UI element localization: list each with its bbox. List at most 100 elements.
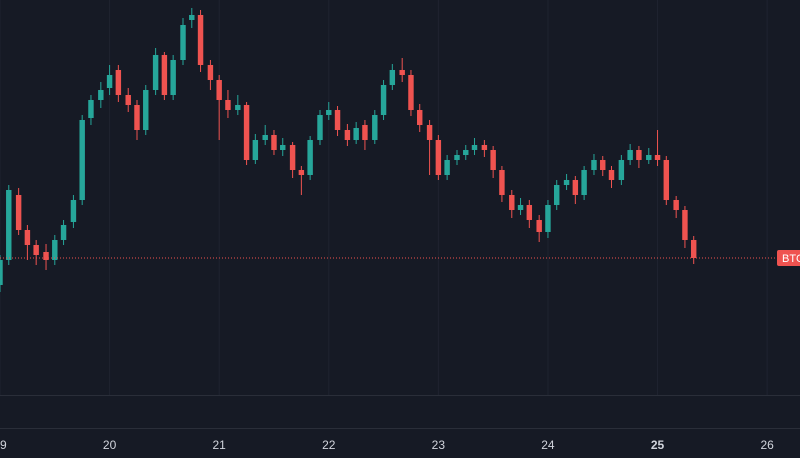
candle-body	[600, 160, 606, 170]
candle-body	[280, 145, 286, 150]
candle	[636, 146, 642, 168]
candle-body	[243, 105, 250, 160]
candle	[417, 104, 423, 132]
candle-body	[499, 170, 505, 195]
candle	[517, 198, 524, 215]
candle	[289, 142, 296, 178]
candle-body	[225, 100, 231, 110]
candle	[70, 195, 77, 228]
candle-body	[572, 180, 579, 195]
x-tick-label: 20	[103, 438, 117, 452]
candle	[399, 58, 405, 82]
candle-body	[334, 110, 341, 130]
candle-body	[362, 125, 368, 140]
candle	[435, 135, 442, 180]
candle	[88, 95, 94, 125]
candle	[33, 240, 39, 265]
candle-body	[0, 260, 3, 285]
candle-body	[591, 160, 597, 170]
candle	[389, 64, 396, 90]
candle-body	[216, 80, 222, 100]
candle	[353, 122, 359, 144]
candle-body	[189, 15, 195, 20]
candle-body	[344, 130, 351, 140]
candle-body	[663, 160, 670, 200]
candle-body	[517, 205, 524, 210]
x-tick-label: 23	[432, 438, 446, 452]
candle-body	[463, 150, 469, 155]
candle-body	[60, 225, 67, 240]
candle-body	[98, 90, 104, 100]
candle	[197, 10, 204, 72]
x-tick-label: 24	[541, 438, 555, 452]
candle	[654, 130, 661, 166]
candle-body	[125, 95, 131, 105]
candle	[545, 200, 551, 238]
candle	[161, 52, 168, 100]
candle-body	[252, 140, 259, 160]
candle	[591, 154, 597, 175]
candle-body	[289, 145, 296, 170]
candle	[572, 176, 579, 204]
candle	[262, 125, 268, 145]
candle-body	[690, 240, 697, 258]
candle-body	[115, 70, 122, 95]
candle	[152, 48, 159, 95]
candle	[454, 150, 460, 165]
candle	[207, 60, 214, 90]
candle-body	[43, 252, 49, 260]
price-label-box	[777, 250, 800, 266]
candle-body	[389, 70, 396, 85]
candle	[334, 106, 341, 136]
candle	[481, 140, 488, 157]
candle-body	[435, 140, 442, 175]
candle	[344, 124, 351, 146]
candle	[372, 110, 378, 144]
candle-body	[88, 100, 94, 118]
candle-body	[317, 115, 323, 140]
candle	[298, 166, 305, 195]
x-tick-label: 19	[0, 438, 7, 452]
candle	[362, 120, 368, 150]
candle-body	[170, 60, 176, 95]
x-tick-label: 21	[212, 438, 226, 452]
candle-body	[682, 210, 688, 240]
candle-body	[307, 140, 313, 175]
candle	[271, 130, 277, 155]
candle-body	[526, 205, 533, 220]
candle	[15, 188, 22, 235]
candle-body	[636, 150, 642, 160]
candle	[115, 65, 122, 102]
candle	[143, 85, 149, 135]
candle-body	[52, 240, 58, 260]
candle	[536, 215, 542, 242]
candle-body	[553, 185, 560, 205]
candle-body	[207, 65, 214, 80]
candle	[673, 196, 679, 218]
candle	[216, 75, 222, 140]
candle-body	[673, 200, 679, 210]
candle	[79, 115, 85, 205]
candle	[243, 102, 250, 165]
candle	[563, 174, 570, 190]
candle-body	[197, 15, 204, 65]
candle-body	[79, 120, 85, 200]
candle	[627, 144, 633, 165]
candle	[553, 180, 560, 210]
candle	[600, 156, 606, 176]
candle-body	[481, 145, 488, 150]
candle-body	[161, 55, 168, 95]
candle	[663, 156, 670, 205]
candle-body	[380, 85, 387, 115]
candle	[235, 95, 241, 115]
candle-body	[646, 155, 652, 160]
candle-body	[471, 145, 478, 150]
x-tick-label: 22	[322, 438, 336, 452]
candle	[106, 65, 113, 95]
candle	[189, 8, 195, 28]
candle-body	[271, 135, 277, 150]
candle-body	[298, 170, 305, 175]
candle-body	[563, 180, 570, 185]
